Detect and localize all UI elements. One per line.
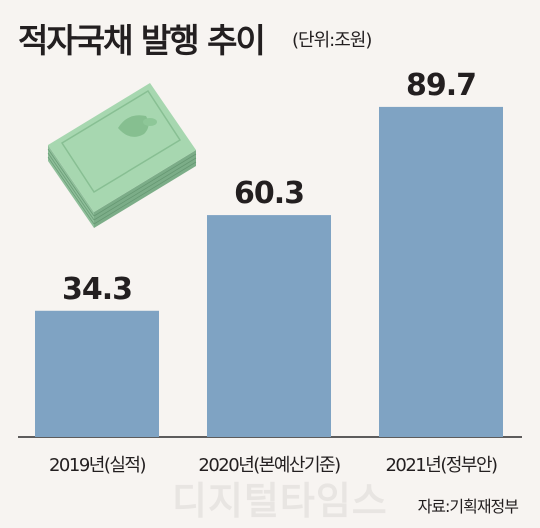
watermark: 디지털타임스 xyxy=(172,479,388,523)
money-stack-icon xyxy=(47,83,197,228)
unit-label: (단위:조원) xyxy=(292,30,372,51)
bar-2 xyxy=(207,215,331,437)
bar-value-label: 89.7 xyxy=(406,68,476,103)
category-label: 2021년(정부안) xyxy=(385,455,497,476)
bar-value-label: 60.3 xyxy=(234,176,304,211)
category-label: 2020년(본예산기준) xyxy=(198,455,340,476)
bar-3 xyxy=(379,106,503,438)
chart-title: 적자국채 발행 추이 xyxy=(18,21,266,60)
bar-1 xyxy=(35,310,159,437)
bar-value-label: 34.3 xyxy=(62,272,132,307)
source-note: 자료:기획재정부 xyxy=(417,497,519,516)
category-label: 2019년(실적) xyxy=(49,455,146,476)
